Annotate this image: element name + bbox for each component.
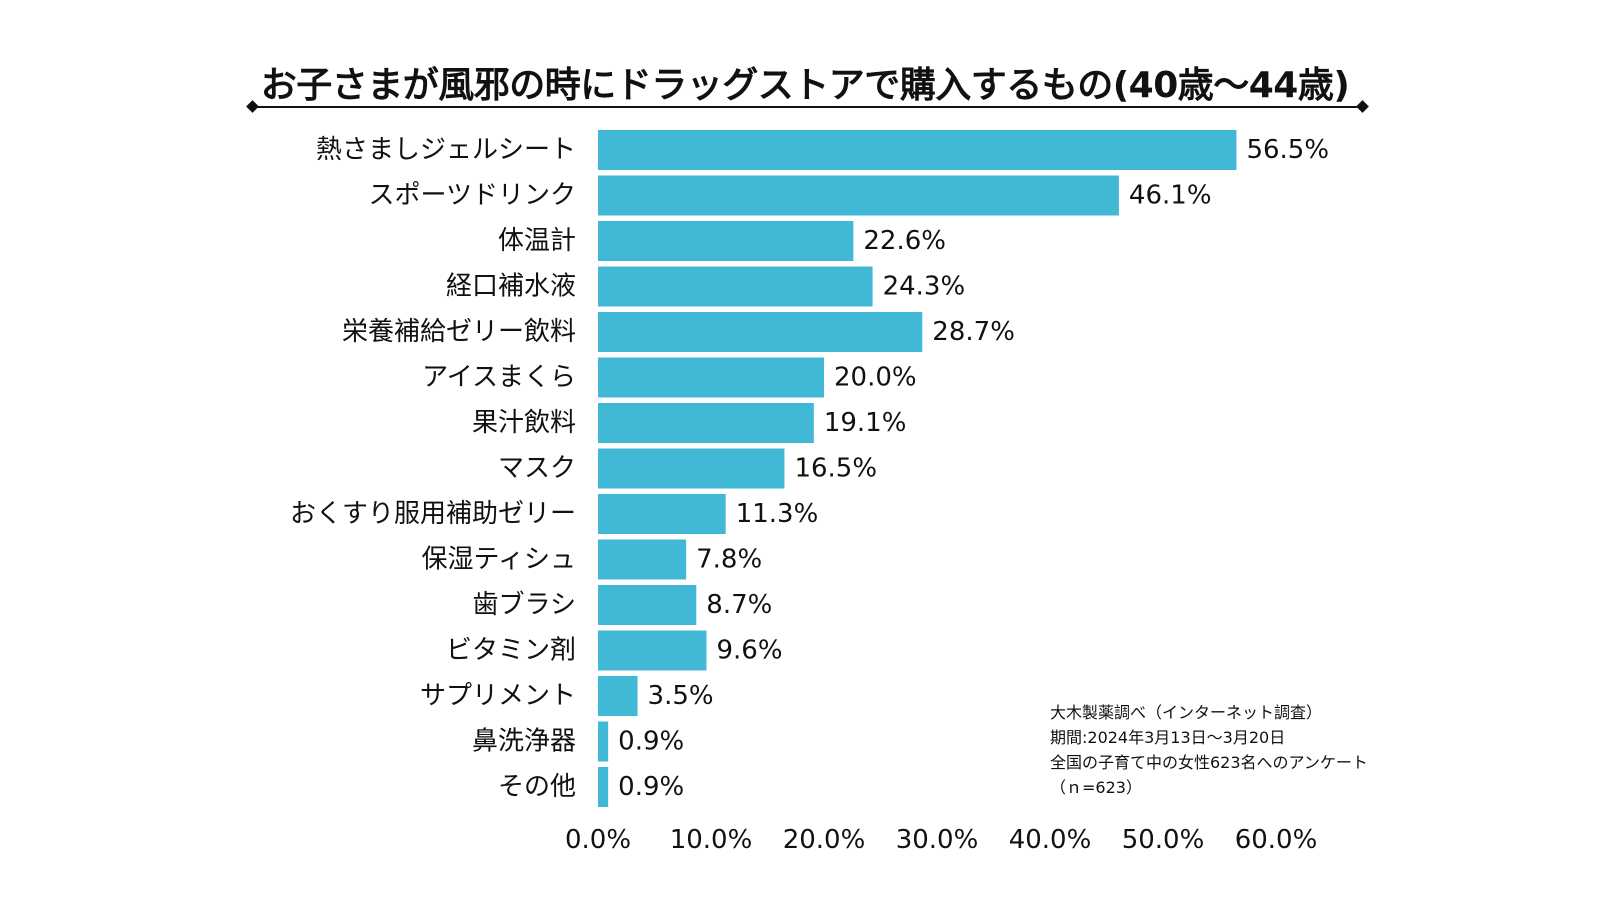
bar: [598, 357, 824, 398]
category-label: サプリメント: [420, 681, 576, 711]
x-tick-label: 30.0%: [896, 825, 979, 855]
category-label: 熱さましジェルシート: [316, 135, 576, 165]
bar: [598, 539, 687, 580]
bar: [598, 630, 707, 671]
source-line-2: 期間:2024年3月13日〜3月20日: [1050, 728, 1286, 747]
data-label: 9.6%: [716, 636, 782, 666]
data-label: 3.5%: [648, 681, 714, 711]
bar: [598, 767, 609, 807]
category-label: おくすり服用補助ゼリー: [290, 499, 576, 529]
category-label: マスク: [498, 454, 576, 484]
bar: [598, 312, 923, 352]
data-label: 56.5%: [1246, 135, 1329, 165]
x-tick-label: 40.0%: [1009, 825, 1092, 855]
bar: [598, 175, 1119, 216]
bar: [598, 266, 873, 307]
data-label: 7.8%: [696, 545, 762, 575]
category-label: その他: [498, 772, 576, 802]
bar: [598, 494, 726, 534]
x-tick-label: 20.0%: [783, 825, 866, 855]
data-label: 11.3%: [736, 499, 819, 529]
data-label: 16.5%: [794, 454, 877, 484]
category-label: 体温計: [498, 226, 576, 256]
data-label: 0.9%: [618, 727, 684, 757]
category-label: 保湿ティシュ: [422, 545, 576, 575]
source-line-4: （ｎ=623）: [1050, 778, 1142, 797]
chart-title: お子さまが風邪の時にドラッグストアで購入するもの(40歳〜44歳): [260, 65, 1350, 106]
bar: [598, 221, 854, 261]
bar: [598, 585, 697, 625]
category-label: 鼻洗浄器: [472, 727, 576, 757]
category-label: 歯ブラシ: [473, 590, 576, 620]
category-label: ビタミン剤: [446, 636, 576, 666]
title-underline: [252, 106, 1362, 108]
source-line-1: 大木製薬調べ（インターネット調査）: [1050, 703, 1323, 722]
category-label: スポーツドリンク: [369, 181, 576, 211]
category-label: 果汁飲料: [472, 408, 576, 438]
bar: [598, 130, 1237, 170]
bar: [598, 676, 638, 716]
data-label: 19.1%: [824, 408, 907, 438]
data-label: 0.9%: [618, 772, 684, 802]
x-tick-label: 0.0%: [565, 825, 631, 855]
data-label: 20.0%: [834, 363, 917, 393]
source-note: 大木製薬調べ（インターネット調査） 期間:2024年3月13日〜3月20日 全国…: [1050, 700, 1368, 800]
category-label: 栄養補給ゼリー飲料: [342, 317, 576, 347]
data-label: 24.3%: [883, 272, 966, 302]
bar: [598, 448, 785, 489]
category-label: 経口補水液: [446, 272, 576, 302]
data-label: 22.6%: [863, 226, 946, 256]
bar: [598, 721, 609, 762]
x-tick-label: 60.0%: [1235, 825, 1318, 855]
data-label: 28.7%: [932, 317, 1015, 347]
data-label: 46.1%: [1129, 181, 1212, 211]
bar: [598, 403, 814, 443]
source-line-3: 全国の子育て中の女性623名へのアンケート: [1050, 753, 1368, 772]
x-tick-label: 50.0%: [1122, 825, 1205, 855]
data-label: 8.7%: [706, 590, 772, 620]
x-tick-label: 10.0%: [670, 825, 753, 855]
category-label: アイスまくら: [422, 363, 576, 393]
